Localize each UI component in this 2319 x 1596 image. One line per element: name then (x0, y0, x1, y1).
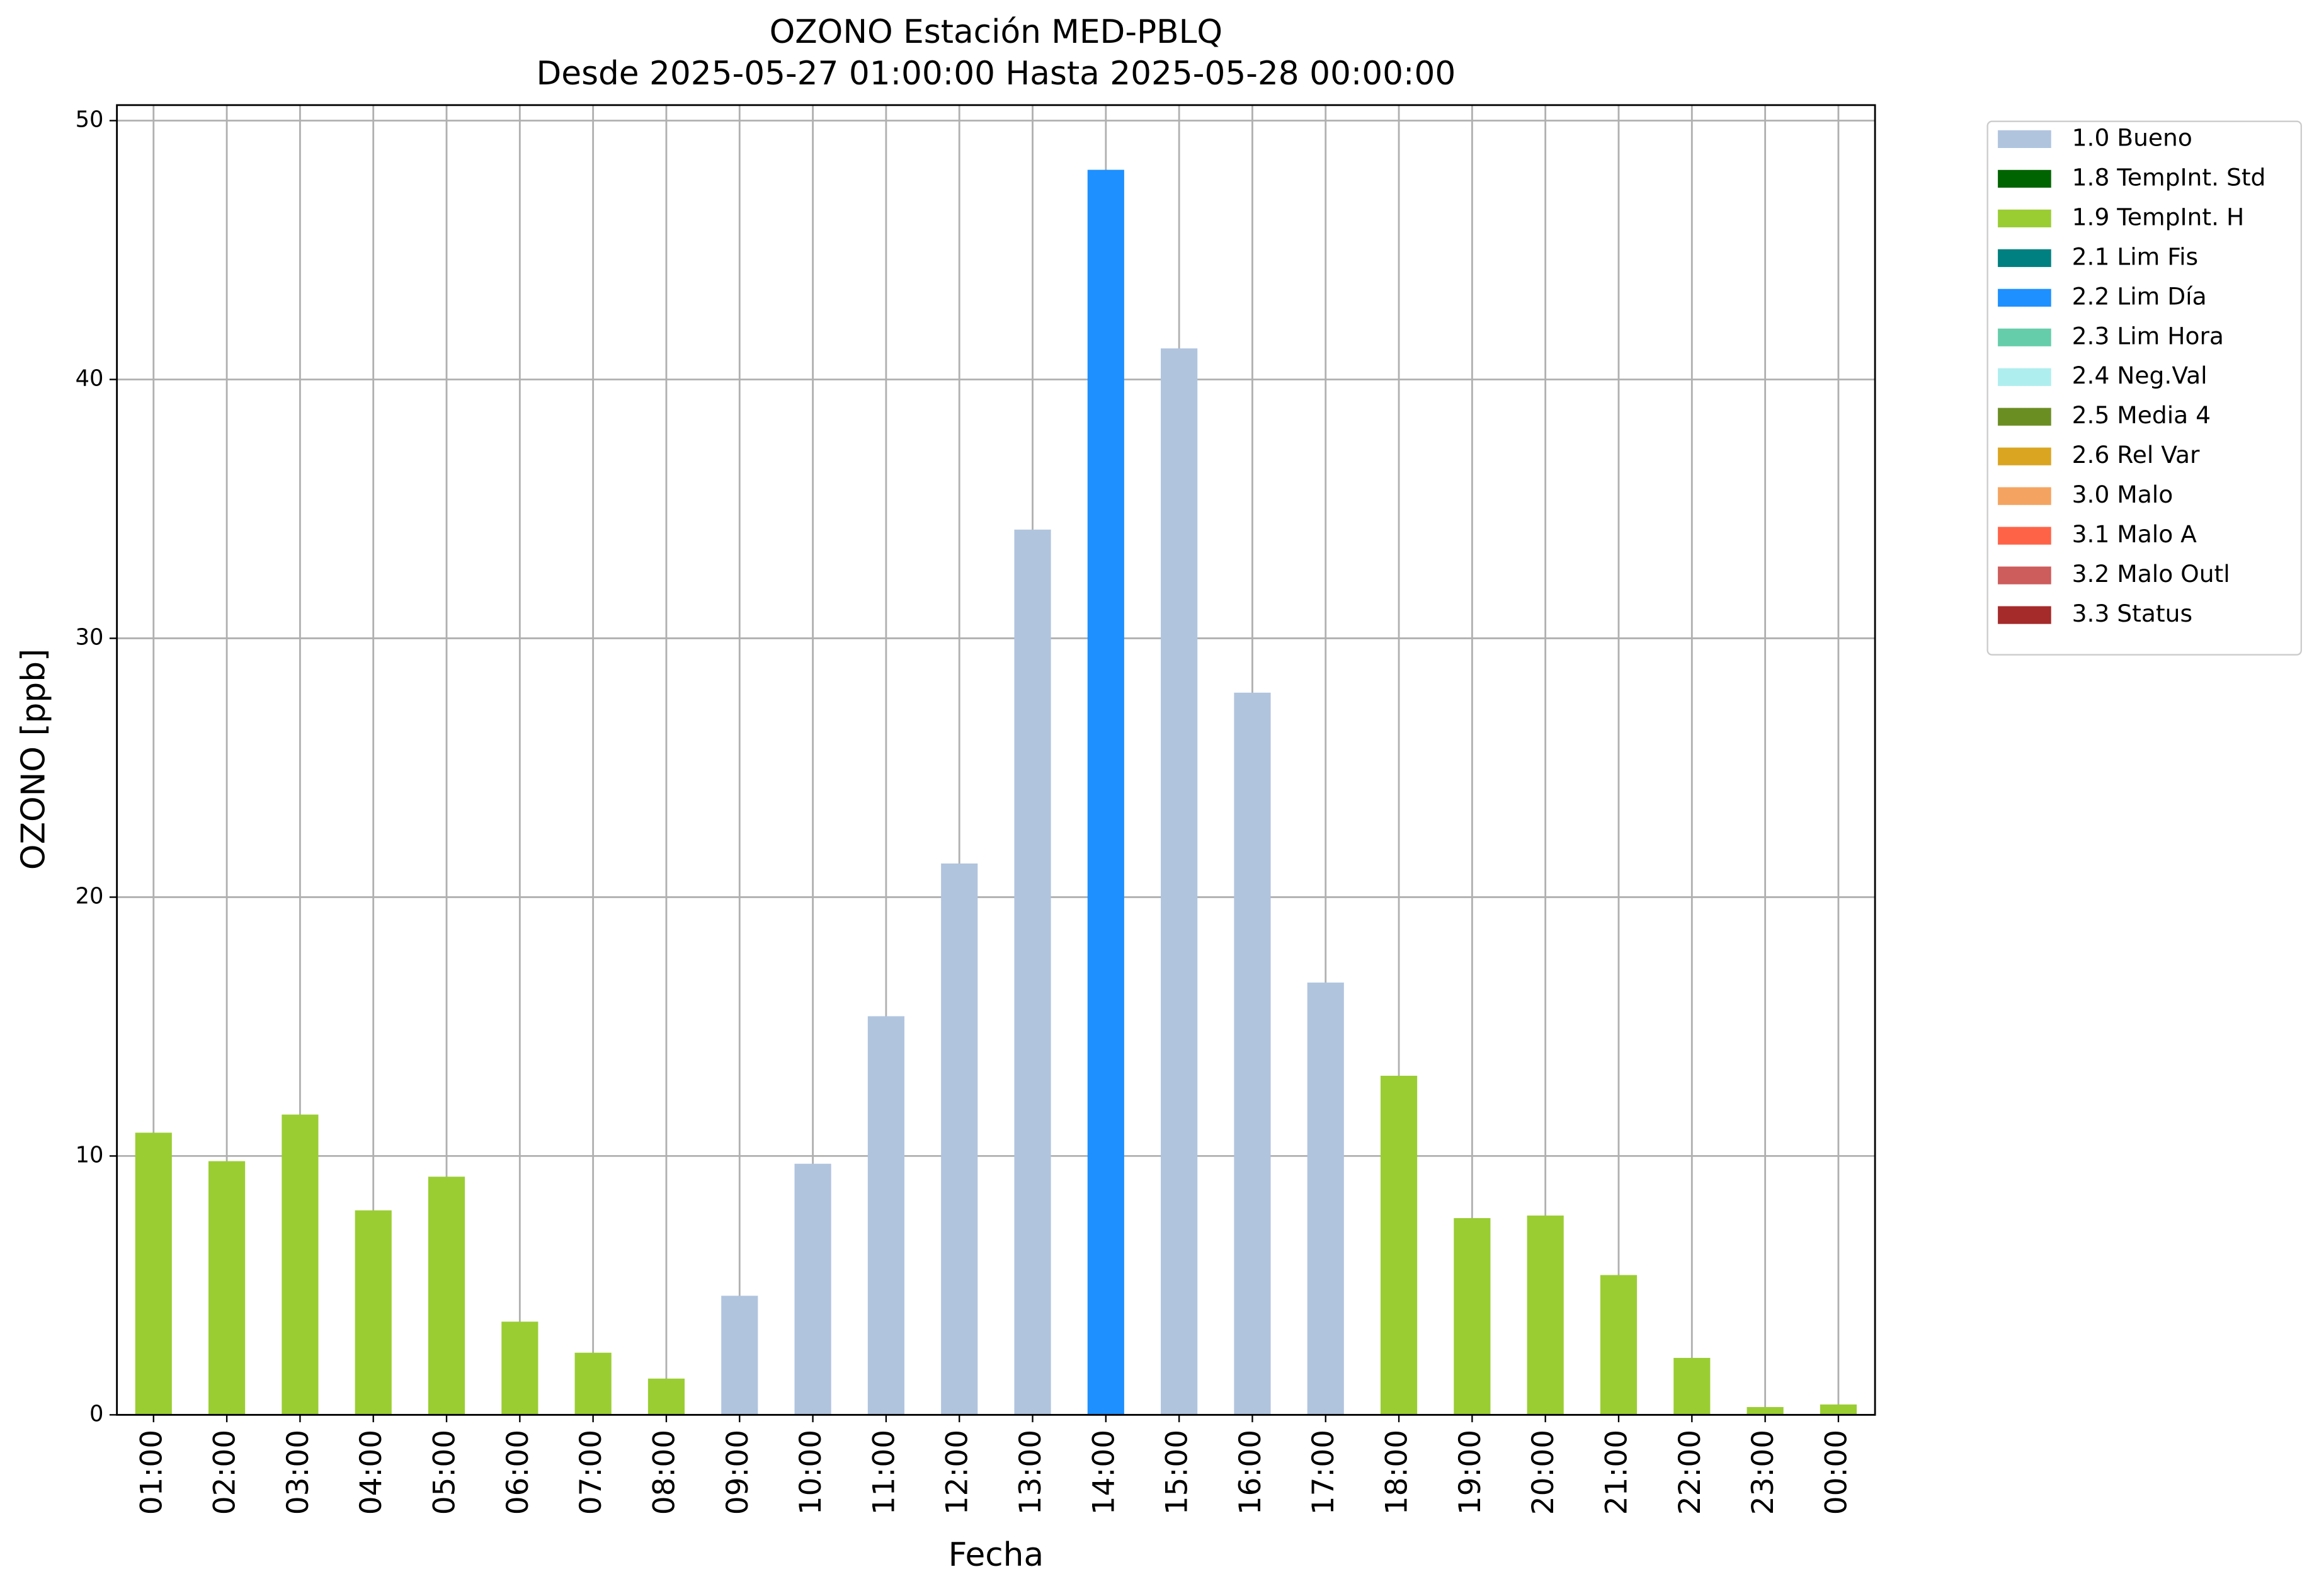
x-tick-label: 08:00 (647, 1430, 681, 1515)
x-tick-label: 13:00 (1013, 1430, 1048, 1515)
x-tick-label: 07:00 (574, 1430, 608, 1515)
bar (867, 1016, 904, 1415)
legend-swatch (1998, 368, 2051, 386)
y-tick-label: 10 (76, 1142, 104, 1168)
x-tick-label: 11:00 (867, 1430, 901, 1515)
bar (1380, 1075, 1418, 1415)
bar (1820, 1404, 1857, 1415)
legend-label: 1.0 Bueno (2072, 123, 2192, 151)
legend-box (1986, 120, 2302, 656)
x-tick-label: 18:00 (1380, 1430, 1415, 1515)
x-tick-label: 01:00 (134, 1430, 169, 1515)
legend-label: 2.2 Lim Día (2072, 282, 2207, 310)
chart-subtitle: Desde 2025-05-27 01:00:00 Hasta 2025-05-… (536, 55, 1456, 93)
x-tick-label: 17:00 (1306, 1430, 1341, 1515)
bar (1527, 1215, 1564, 1415)
legend-label: 2.6 Rel Var (2072, 441, 2200, 469)
x-tick-label: 20:00 (1526, 1430, 1561, 1515)
y-tick-label: 50 (76, 107, 104, 133)
bar (355, 1210, 392, 1415)
bar (1234, 692, 1271, 1415)
legend-label: 3.1 Malo A (2072, 520, 2197, 548)
x-tick-label: 00:00 (1819, 1430, 1854, 1515)
x-axis-label: Fecha (949, 1536, 1044, 1574)
legend-swatch (1998, 487, 2051, 505)
legend-label: 2.1 Lim Fis (2072, 242, 2199, 270)
legend-swatch (1998, 169, 2051, 188)
bar (1161, 348, 1198, 1415)
x-tick-label: 15:00 (1160, 1430, 1195, 1515)
legend-label: 1.9 TempInt. H (2072, 203, 2245, 231)
bar (501, 1321, 538, 1415)
bar (1746, 1407, 1784, 1415)
bar (1673, 1357, 1711, 1415)
bar (794, 1163, 831, 1415)
bar (282, 1114, 319, 1415)
y-tick-label: 20 (76, 883, 104, 909)
legend-label: 2.5 Media 4 (2072, 401, 2211, 429)
bar (941, 863, 978, 1415)
bar (208, 1161, 246, 1415)
bar (1454, 1218, 1491, 1415)
bar (1087, 169, 1124, 1415)
bar (721, 1296, 758, 1415)
x-tick-label: 19:00 (1453, 1430, 1488, 1515)
legend-label: 1.8 TempInt. Std (2072, 163, 2266, 191)
legend-label: 2.3 Lim Hora (2072, 322, 2224, 350)
x-tick-label: 09:00 (721, 1430, 755, 1515)
bar (574, 1352, 612, 1415)
legend-label: 3.0 Malo (2072, 481, 2174, 508)
legend-swatch (1998, 566, 2051, 584)
y-tick-label: 30 (76, 624, 104, 650)
legend-swatch (1998, 606, 2051, 624)
legend-label: 3.2 Malo Outl (2072, 560, 2230, 588)
legend-swatch (1998, 447, 2051, 465)
legend-swatch (1998, 527, 2051, 545)
y-tick-label: 0 (89, 1401, 103, 1427)
x-tick-label: 02:00 (208, 1430, 242, 1515)
bar (428, 1177, 465, 1415)
legend-swatch (1998, 209, 2051, 227)
x-tick-label: 16:00 (1233, 1430, 1268, 1515)
x-tick-label: 14:00 (1086, 1430, 1121, 1515)
plot-frame (116, 104, 1876, 1416)
x-tick-label: 21:00 (1599, 1430, 1634, 1515)
x-tick-label: 10:00 (794, 1430, 828, 1515)
x-tick-label: 22:00 (1673, 1430, 1707, 1515)
x-tick-label: 04:00 (354, 1430, 389, 1515)
legend-swatch (1998, 328, 2051, 346)
legend-swatch (1998, 408, 2051, 426)
legend-swatch (1998, 249, 2051, 267)
legend-label: 3.3 Status (2072, 600, 2192, 627)
bar (135, 1132, 172, 1415)
y-tick-label: 40 (76, 365, 104, 391)
x-tick-label: 05:00 (428, 1430, 462, 1515)
x-tick-label: 23:00 (1746, 1430, 1781, 1515)
bar (1600, 1275, 1638, 1415)
bar (647, 1378, 685, 1415)
x-tick-label: 12:00 (940, 1430, 975, 1515)
x-tick-label: 03:00 (281, 1430, 316, 1515)
bar (1307, 983, 1344, 1415)
legend-swatch (1998, 288, 2051, 307)
legend-label: 2.4 Neg.Val (2072, 362, 2208, 389)
chart-title: OZONO Estación MED-PBLQ (770, 13, 1223, 51)
legend-swatch (1998, 130, 2051, 149)
bar (1014, 529, 1051, 1415)
y-axis-label: OZONO [ppb] (14, 649, 52, 870)
x-tick-label: 06:00 (501, 1430, 535, 1515)
